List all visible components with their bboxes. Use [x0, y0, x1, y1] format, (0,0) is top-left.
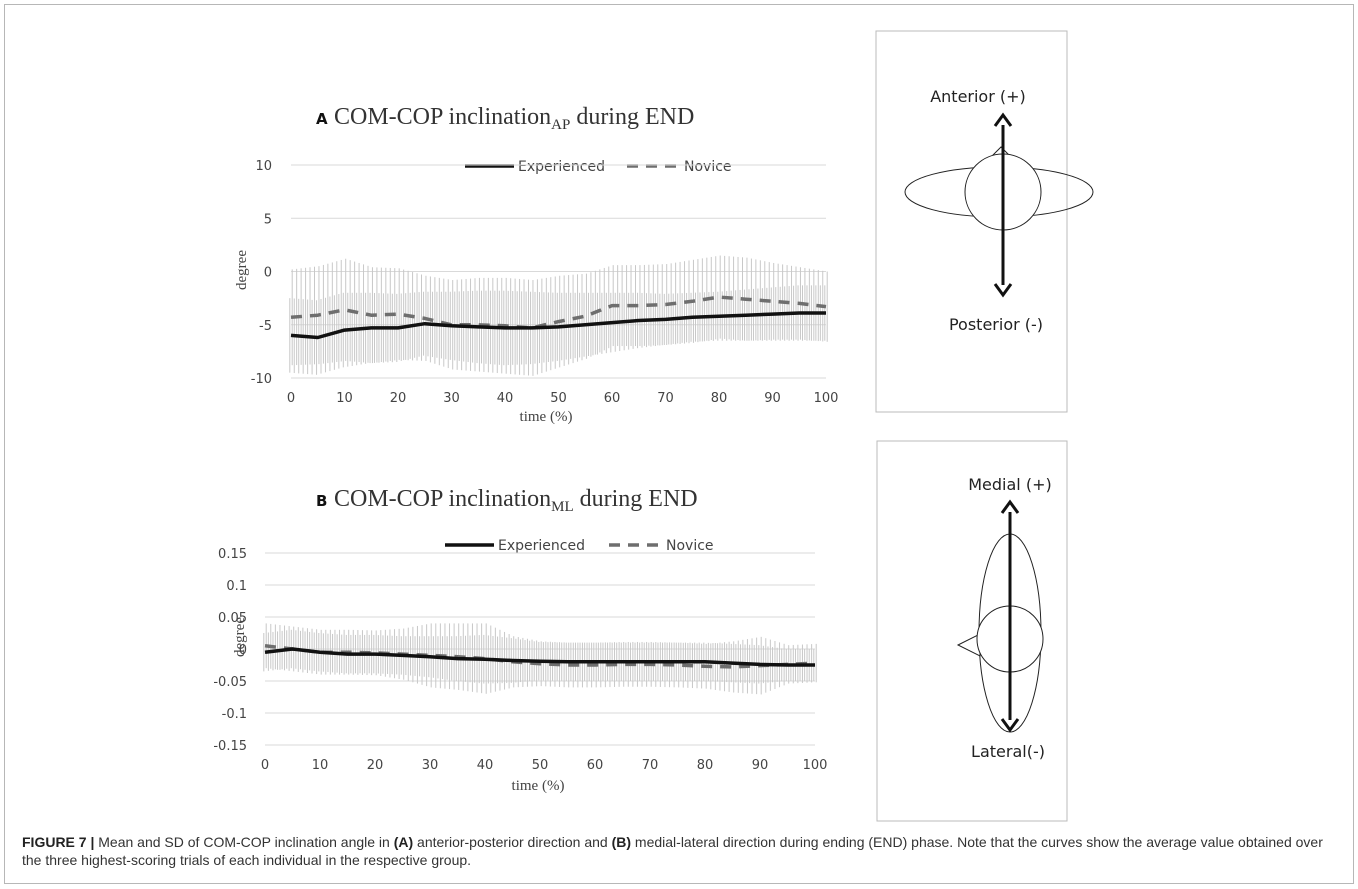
- panel-a-x-tick-label: 20: [390, 391, 407, 406]
- panel-a-letter: A: [316, 110, 328, 128]
- ap-direction-diagram: Anterior (+) Posterior (-): [875, 30, 1094, 413]
- panel-a-ylabel: degree: [234, 250, 250, 290]
- ap-arrow-up-icon: [993, 112, 1013, 127]
- panel-b-x-tick-label: 60: [587, 758, 604, 773]
- panel-b-y-tick-label: -0.05: [213, 675, 247, 690]
- caption-ref-b: (B): [611, 834, 632, 850]
- panel-a-title-tail: during END: [570, 104, 694, 130]
- ap-arrow-down-icon: [993, 283, 1013, 298]
- panel-b-y-tick-label: 0.1: [226, 579, 247, 594]
- panel-b-title-main: COM-COP inclination: [334, 486, 551, 512]
- panel-b-y-tick-label: 0: [239, 643, 247, 658]
- panel-b-x-tick-label: 100: [803, 758, 828, 773]
- panel-b-legend: Experienced Novice: [445, 538, 714, 554]
- panel-b-ylabel: degree: [232, 617, 248, 657]
- panel-b-xlabel: time (%): [512, 778, 565, 794]
- caption-text-3: medial-lateral direction during ending (…: [22, 834, 1323, 868]
- panel-a-legend: Experienced Novice: [465, 159, 732, 175]
- panel-b-x-tick-label: 70: [642, 758, 659, 773]
- panel-a-legend-novice-label: Novice: [684, 159, 732, 175]
- panel-a-y-tick-label: -10: [251, 372, 272, 387]
- panel-b: B COM-COP inclinationML during END Exper…: [213, 486, 827, 794]
- panel-a-x-tick-label: 60: [604, 391, 621, 406]
- caption-label: FIGURE 7 |: [22, 834, 95, 850]
- panel-a-x-tick-label: 90: [764, 391, 781, 406]
- panel-b-plot: 0.15 0.1 0.05 0 -0.05 -0.1 -0.15 0 10 20 30 40 50 60 7…: [213, 547, 827, 773]
- caption-text-1: Mean and SD of COM-COP inclination angle…: [98, 834, 390, 850]
- panel-b-letter: B: [316, 492, 327, 510]
- ap-diagram-box: [875, 30, 1068, 413]
- panel-a-title: COM-COP inclinationAP during END: [334, 104, 694, 133]
- panel-b-x-tick-label: 80: [697, 758, 714, 773]
- ml-arrow-down-icon: [1000, 718, 1020, 733]
- panel-b-y-tick-label: -0.15: [213, 739, 247, 754]
- caption-ref-a: (A): [393, 834, 414, 850]
- panel-a-x-tick-label: 50: [550, 391, 567, 406]
- panel-a-x-tick-label: 100: [814, 391, 839, 406]
- caption-text-2: anterior-posterior direction and: [417, 834, 608, 850]
- ml-arrow-up-icon: [1000, 499, 1020, 514]
- panel-b-title-tail: during END: [574, 486, 698, 512]
- panel-a-y-tick-label: 0: [264, 266, 272, 281]
- panel-a-title-main: COM-COP inclination: [334, 104, 551, 130]
- panel-a-x-tick-label: 70: [657, 391, 674, 406]
- figure-frame: [4, 4, 1354, 884]
- panel-b-x-tick-label: 20: [367, 758, 384, 773]
- panel-a-y-tick-label: 10: [255, 159, 272, 174]
- panel-a-y-tick-label: 5: [264, 212, 272, 227]
- figure-caption: FIGURE 7 | Mean and SD of COM-COP inclin…: [22, 833, 1342, 869]
- panel-a-x-tick-label: 10: [336, 391, 353, 406]
- panel-a-title-sub: AP: [551, 117, 570, 133]
- panel-b-y-tick-label: 0.15: [218, 547, 247, 562]
- panel-a-legend-experienced-label: Experienced: [518, 159, 605, 175]
- posterior-label: Posterior (-): [949, 315, 1043, 334]
- panel-b-title: COM-COP inclinationML during END: [334, 486, 698, 515]
- panel-b-legend-novice-label: Novice: [666, 538, 714, 554]
- panel-a-xlabel: time (%): [520, 409, 573, 425]
- panel-a-x-tick-label: 40: [497, 391, 514, 406]
- panel-a-y-tick-label: -5: [259, 319, 272, 334]
- ml-direction-diagram: Medial (+) Lateral(-): [876, 440, 1068, 822]
- panel-b-x-tick-label: 30: [422, 758, 439, 773]
- panel-b-y-tick-label: 0.05: [218, 611, 247, 626]
- panel-b-x-tick-label: 0: [261, 758, 269, 773]
- panel-b-x-tick-label: 90: [752, 758, 769, 773]
- panel-a-x-tick-label: 80: [711, 391, 728, 406]
- panel-a-series-experienced: [290, 311, 826, 340]
- panel-b-x-tick-label: 50: [532, 758, 549, 773]
- panel-b-series-novice: [264, 644, 816, 669]
- panel-b-title-sub: ML: [551, 499, 574, 515]
- panel-b-legend-experienced-label: Experienced: [498, 538, 585, 554]
- anterior-label: Anterior (+): [930, 87, 1026, 106]
- lateral-label: Lateral(-): [971, 742, 1045, 761]
- panel-b-x-tick-label: 10: [312, 758, 329, 773]
- panel-a-series-novice: [290, 295, 827, 330]
- medial-label: Medial (+): [968, 475, 1051, 494]
- panel-a-x-tick-label: 30: [443, 391, 460, 406]
- panel-b-series-experienced: [264, 647, 815, 667]
- panel-b-x-tick-label: 40: [477, 758, 494, 773]
- panel-a-x-tick-label: 0: [287, 391, 295, 406]
- panel-b-y-tick-label: -0.1: [222, 707, 247, 722]
- panel-a: A COM-COP inclinationAP during END Exper…: [234, 104, 838, 425]
